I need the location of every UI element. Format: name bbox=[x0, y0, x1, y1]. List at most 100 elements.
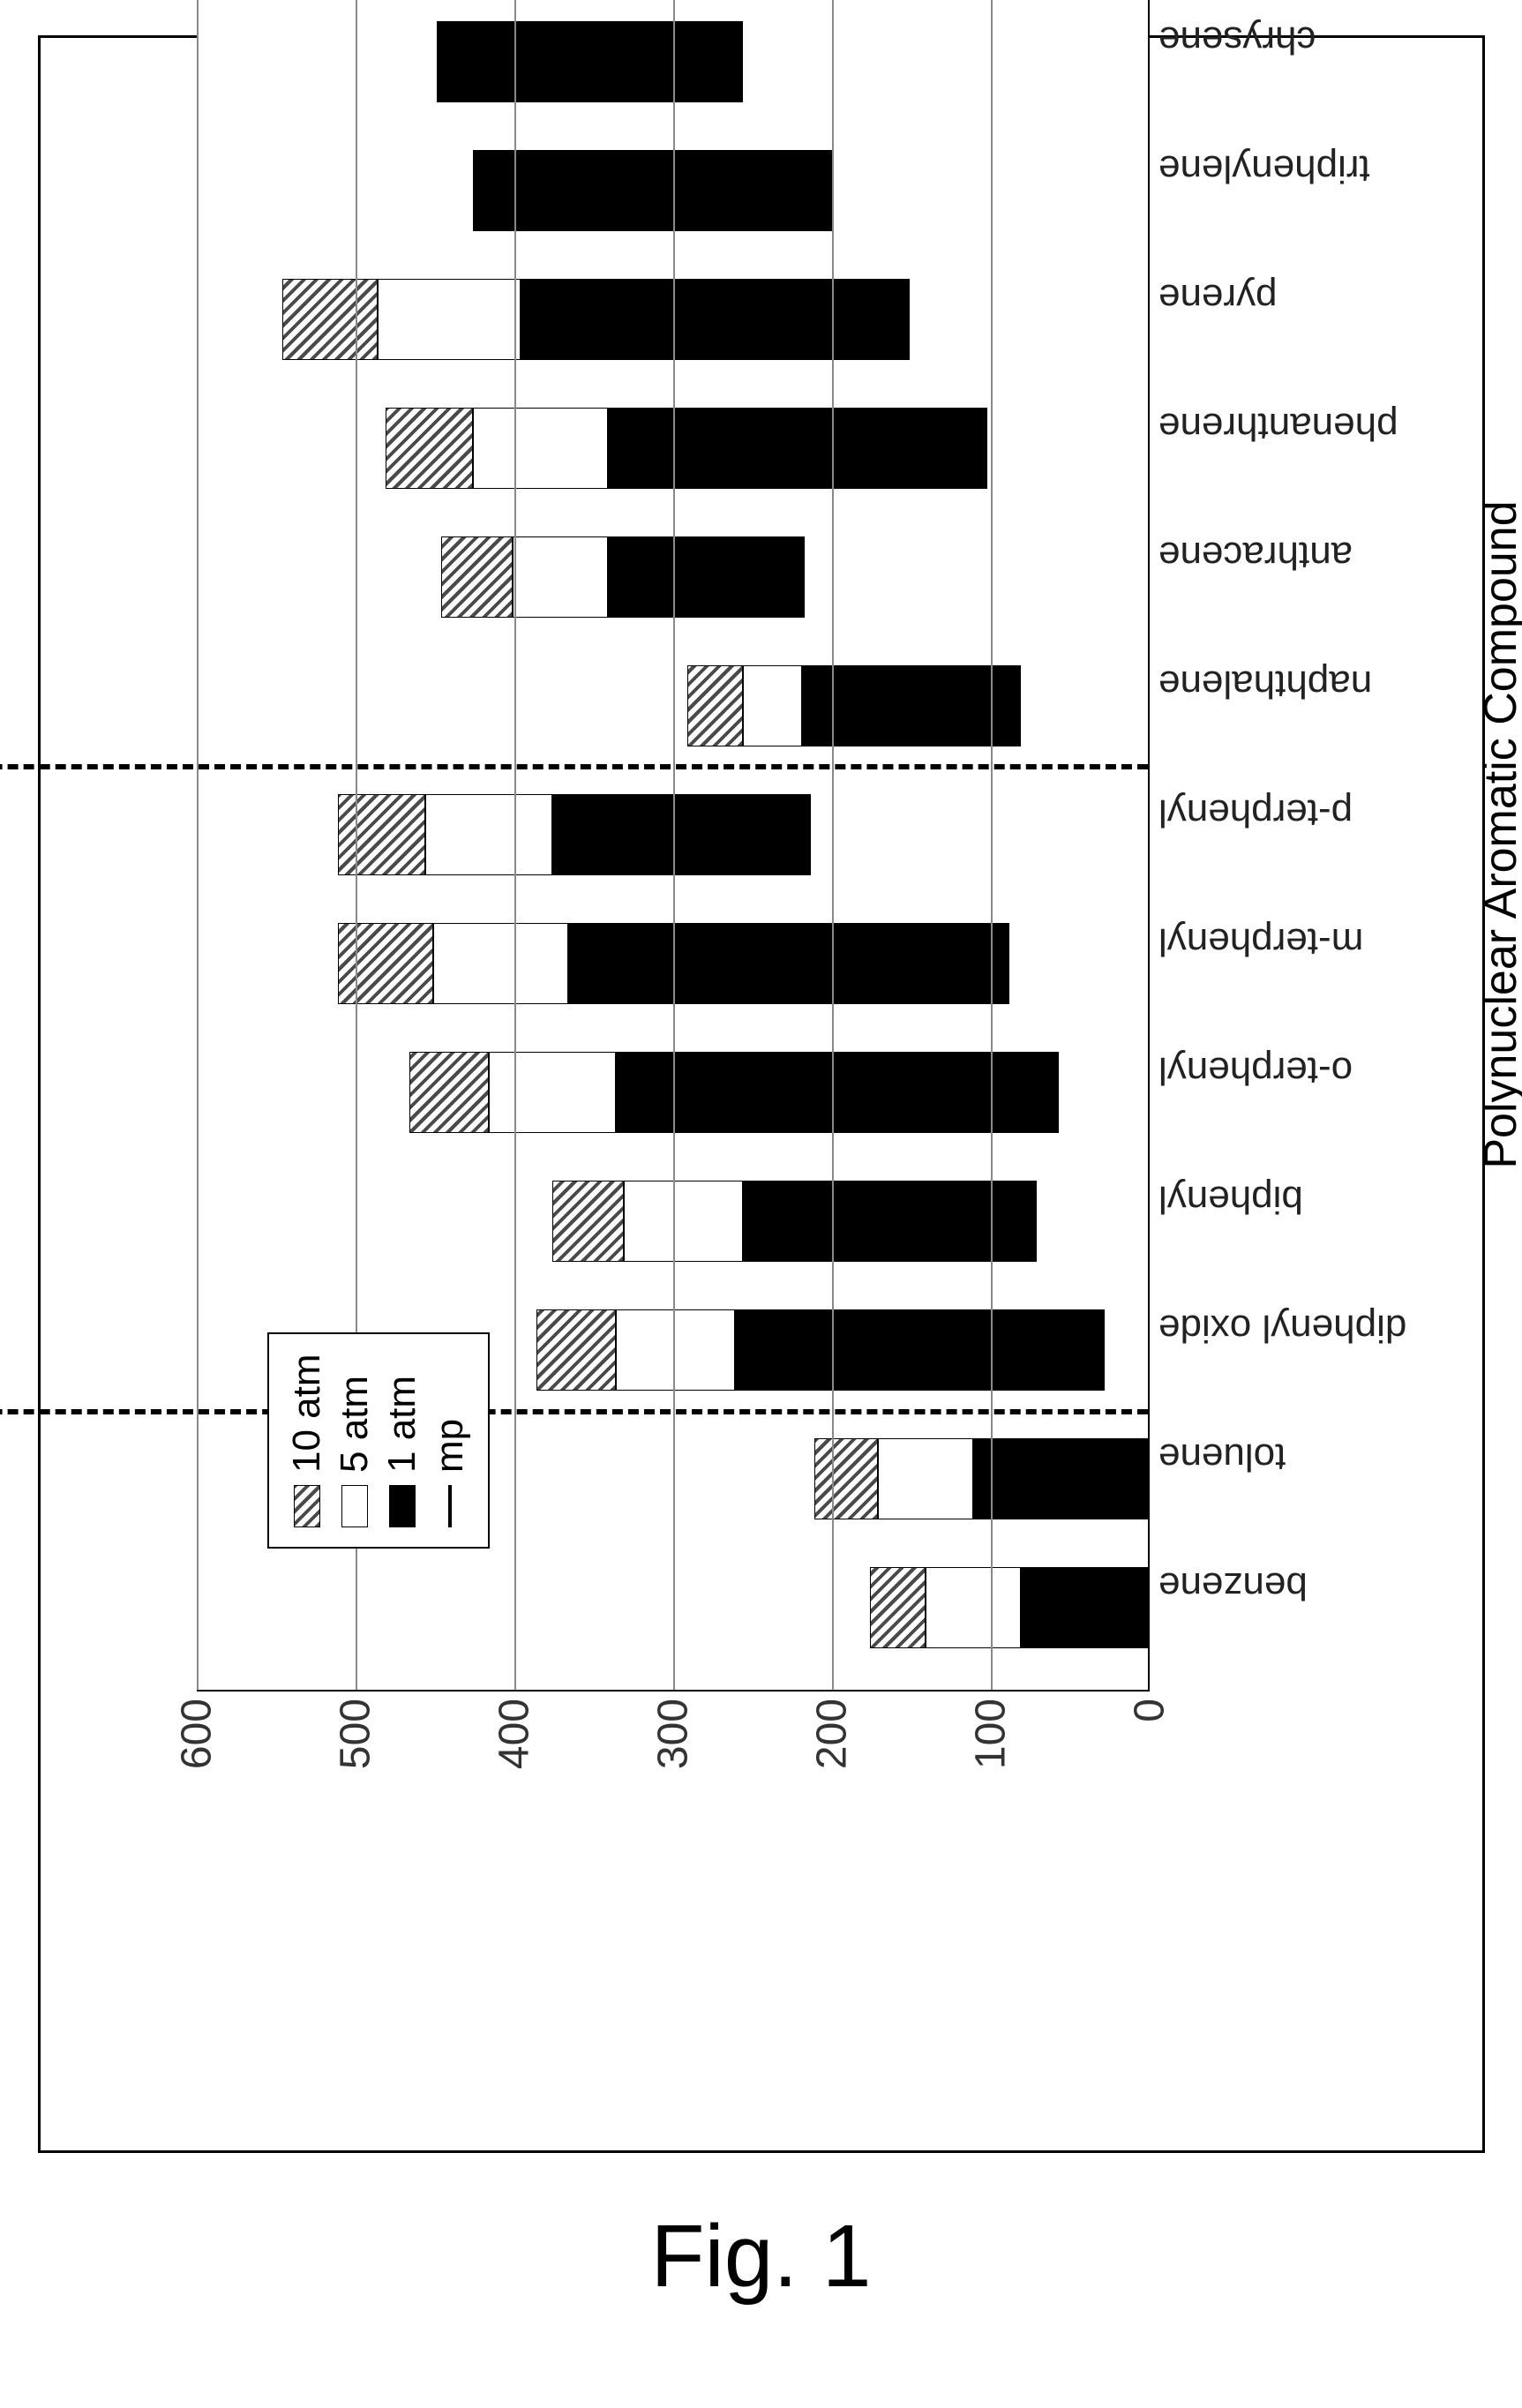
chart-rotated-container: 10 atm 5 atm 1 atm mp benzenetoluenediph… bbox=[144, 373, 1379, 1815]
legend-item-10atm: 10 atm bbox=[285, 1354, 329, 1527]
category-label: o-terphenyl bbox=[1158, 1048, 1353, 1092]
bar bbox=[814, 1438, 1148, 1519]
bar-slot: p-terphenyl bbox=[197, 770, 1148, 899]
figure-frame: 10 atm 5 atm 1 atm mp benzene toluene diph… bbox=[38, 35, 1485, 2153]
bar-slot: m-terphenyl bbox=[197, 899, 1148, 1028]
category-label: triphenylene bbox=[1158, 146, 1370, 191]
bar bbox=[687, 665, 1148, 746]
bar-segment-10atm bbox=[409, 1052, 489, 1133]
bar-segment-5atm bbox=[433, 923, 568, 1004]
bar bbox=[441, 536, 1148, 618]
y-tick-label: 200 bbox=[807, 1699, 856, 1804]
bar-segment-10atm bbox=[282, 279, 378, 360]
category-label: pyrene bbox=[1158, 275, 1278, 319]
category-label: benzene bbox=[1158, 1564, 1308, 1608]
bar-segment-10atm bbox=[870, 1567, 926, 1648]
bar-segment-1atm bbox=[436, 21, 742, 102]
legend-label-1atm: 1 atm bbox=[380, 1376, 424, 1473]
bar-segment-5atm bbox=[378, 279, 521, 360]
bar-segment-1atm bbox=[608, 536, 805, 618]
bar bbox=[473, 150, 1148, 231]
bar-segment-1atm bbox=[473, 150, 832, 231]
gridline bbox=[673, 0, 675, 1690]
y-tick-label: 600 bbox=[172, 1699, 221, 1804]
bar-slot: biphenyl bbox=[197, 1157, 1148, 1286]
bar-mp-gap bbox=[1021, 665, 1148, 746]
legend-swatch-10atm bbox=[294, 1485, 320, 1527]
category-label: diphenyl oxide bbox=[1158, 1306, 1406, 1350]
bar-segment-10atm bbox=[338, 923, 433, 1004]
bar-segment-5atm bbox=[743, 665, 802, 746]
bar-slot: o-terphenyl bbox=[197, 1028, 1148, 1157]
bar-segment-1atm bbox=[735, 1309, 1105, 1391]
bar-slot: benzene bbox=[197, 1543, 1148, 1672]
category-label: naphthalene bbox=[1158, 662, 1372, 706]
bar-mp-gap bbox=[1059, 1052, 1148, 1133]
bar-segment-5atm bbox=[878, 1438, 973, 1519]
legend-item-mp: mp bbox=[428, 1354, 472, 1527]
bar bbox=[536, 1309, 1148, 1391]
category-label: anthracene bbox=[1158, 533, 1353, 577]
legend-label-5atm: 5 atm bbox=[333, 1376, 377, 1473]
bar-mp-gap bbox=[811, 794, 1148, 875]
bar bbox=[338, 794, 1148, 875]
bar-segment-1atm bbox=[801, 665, 1020, 746]
category-label: p-terphenyl bbox=[1158, 791, 1353, 835]
bar bbox=[552, 1181, 1148, 1262]
legend-swatch-mp bbox=[448, 1485, 452, 1527]
bar-slot: anthracene bbox=[197, 513, 1148, 641]
y-tick-label: 100 bbox=[966, 1699, 1015, 1804]
legend-item-1atm: 1 atm bbox=[380, 1354, 424, 1527]
bar bbox=[282, 279, 1148, 360]
bar-segment-10atm bbox=[687, 665, 743, 746]
bar bbox=[386, 408, 1148, 489]
legend-label-10atm: 10 atm bbox=[285, 1354, 329, 1473]
legend-swatch-1atm bbox=[389, 1485, 416, 1527]
bar-segment-5atm bbox=[926, 1567, 1021, 1648]
bar-slot: chrysene bbox=[197, 0, 1148, 126]
bar bbox=[409, 1052, 1148, 1133]
bar-slot: phenanthrene bbox=[197, 384, 1148, 513]
category-label: biphenyl bbox=[1158, 1177, 1303, 1221]
legend: 10 atm 5 atm 1 atm mp bbox=[267, 1332, 490, 1549]
bar-segment-10atm bbox=[441, 536, 513, 618]
bar-segment-5atm bbox=[425, 794, 552, 875]
legend-swatch-5atm bbox=[341, 1485, 368, 1527]
bar-segment-1atm bbox=[568, 923, 1009, 1004]
bar-segment-10atm bbox=[386, 408, 473, 489]
bar-segment-1atm bbox=[1021, 1567, 1148, 1648]
bar-mp-gap bbox=[910, 279, 1148, 360]
bar-mp-gap bbox=[987, 408, 1148, 489]
bar-segment-5atm bbox=[624, 1181, 743, 1262]
bar-segment-1atm bbox=[521, 279, 910, 360]
category-label: chrysene bbox=[1158, 18, 1316, 62]
bar-mp-gap bbox=[743, 21, 1148, 102]
bar-slot: triphenylene bbox=[197, 126, 1148, 255]
gridline bbox=[514, 0, 516, 1690]
gridline bbox=[832, 0, 834, 1690]
bar-slot: pyrene bbox=[197, 255, 1148, 384]
bar-segment-10atm bbox=[536, 1309, 616, 1391]
bar-mp-gap bbox=[805, 536, 1148, 618]
gridline bbox=[991, 0, 993, 1690]
legend-item-5atm: 5 atm bbox=[333, 1354, 377, 1527]
y-tick-label: 0 bbox=[1125, 1699, 1173, 1804]
y-tick-label: 400 bbox=[490, 1699, 538, 1804]
group-divider bbox=[0, 764, 1148, 769]
x-axis-label: Polynuclear Aromatic Compound bbox=[1474, 500, 1522, 1168]
bar-slot: naphthalene bbox=[197, 641, 1148, 770]
bar-segment-10atm bbox=[552, 1181, 624, 1262]
y-tick-label: 300 bbox=[649, 1699, 697, 1804]
bar-mp-gap bbox=[831, 150, 1147, 231]
gridline bbox=[197, 0, 199, 1690]
bar-segment-1atm bbox=[552, 794, 811, 875]
category-label: toluene bbox=[1158, 1435, 1286, 1479]
y-tick-label: 500 bbox=[331, 1699, 379, 1804]
bar-segment-10atm bbox=[338, 794, 425, 875]
category-label: m-terphenyl bbox=[1158, 919, 1363, 964]
bar-segment-5atm bbox=[513, 536, 608, 618]
category-label: phenanthrene bbox=[1158, 404, 1398, 448]
bar bbox=[436, 21, 1147, 102]
bar-mp-gap bbox=[1037, 1181, 1148, 1262]
bar-segment-1atm bbox=[973, 1438, 1148, 1519]
